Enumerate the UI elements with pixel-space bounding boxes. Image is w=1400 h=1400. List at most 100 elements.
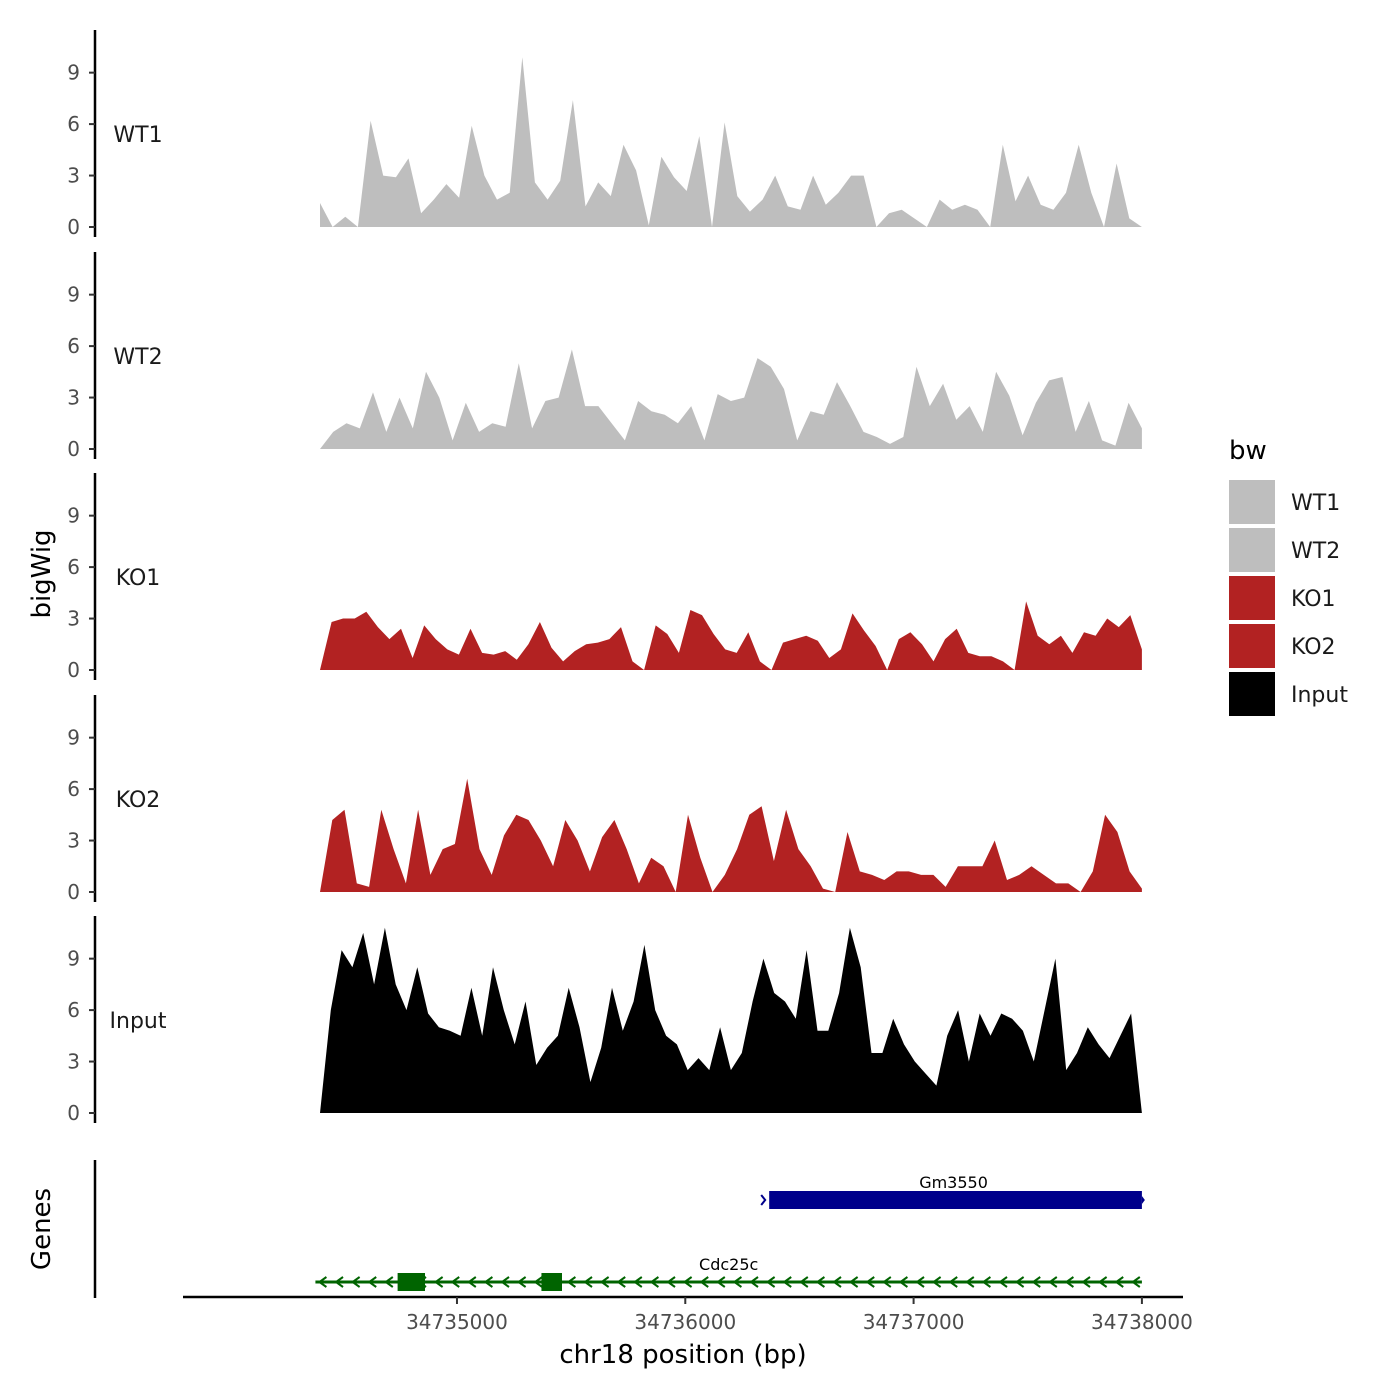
strand-arrow [1064,1276,1075,1288]
gene-track: Gm3550 Cdc25c [93,1160,1145,1298]
strand-arrow [583,1276,593,1288]
strand-arrow [915,1276,925,1288]
strand-arrow [384,1276,394,1288]
track-area-wt1 [320,57,1142,228]
strand-arrow [350,1276,361,1288]
track-label: WT2 [113,345,162,370]
track-label: KO1 [116,566,161,591]
track-label: KO2 [116,788,161,813]
strand-arrow [699,1276,709,1288]
strand-arrow [1114,1276,1124,1288]
legend-key-input [1229,672,1275,716]
y-tick-label: 3 [67,607,80,631]
legend-key-wt1 [1229,480,1275,524]
legend-label-wt1: WT1 [1291,491,1340,516]
legend-label-ko2: KO2 [1291,635,1336,660]
strand-arrow [732,1276,743,1288]
strand-arrow [516,1276,527,1288]
strand-arrow [533,1276,543,1288]
gene-exon [397,1273,426,1291]
strand-arrow [666,1276,676,1288]
track-wt2: 0 3 6 9 WT2 [67,252,1142,461]
track-ko1: 0 3 6 9 KO1 [67,473,1142,682]
legend-label-input: Input [1291,683,1348,708]
track-area-ko2 [320,778,1142,892]
strand-arrow [799,1276,809,1288]
x-tick-label: 34736000 [634,1310,736,1334]
track-wt1: 0 3 6 9 WT1 [67,30,1142,239]
gene-body [769,1191,1142,1209]
track-area-wt2 [320,349,1142,449]
y-tick-label: 6 [67,998,80,1022]
strand-arrow [760,1194,767,1206]
strand-arrow [981,1276,992,1288]
strand-arrow [948,1276,958,1288]
y-tick-label: 9 [67,504,80,528]
track-ko2: 0 3 6 9 KO2 [67,695,1142,904]
strand-arrow [716,1276,726,1288]
strand-arrow [317,1276,328,1288]
x-tick-label: 34737000 [863,1310,965,1334]
gene-label: Cdc25c [699,1255,758,1274]
y-tick-label: 0 [67,658,80,682]
y-tick-label: 6 [67,555,80,579]
y-tick-label: 3 [67,164,80,188]
y-axis-title: bigWig [27,529,57,618]
y-tick-label: 0 [67,880,80,904]
signal-tracks: 0 3 6 9 WT1 0 3 6 9 WT2 0 3 6 9 KO1 0 3 6 9 KO2 0 3 6 9 Input [67,30,1142,1125]
y-tick-label: 9 [67,726,80,750]
strand-arrow [566,1276,577,1288]
track-area-input [320,927,1142,1113]
y-tick-label: 3 [67,829,80,853]
legend-key-wt2 [1229,528,1275,572]
y-tick-label: 6 [67,777,80,801]
strand-arrow [334,1276,344,1288]
y-tick-label: 0 [67,215,80,239]
strand-arrow [616,1276,626,1288]
strand-arrow [998,1276,1008,1288]
gene-exon [541,1273,562,1291]
strand-arrow [1097,1276,1108,1288]
strand-arrow [467,1276,477,1288]
track-label: Input [110,1009,167,1034]
gene-label: Gm3550 [919,1173,988,1192]
x-tick-label: 34738000 [1091,1310,1193,1334]
strand-arrow [1141,1196,1145,1204]
strand-arrow [433,1276,444,1288]
y-tick-label: 0 [67,1101,80,1125]
strand-arrow [765,1276,776,1288]
legend-label-ko1: KO1 [1291,587,1336,612]
gene-cdc25c: Cdc25c [315,1255,1142,1291]
track-area-ko1 [320,601,1142,670]
strand-arrow [649,1276,660,1288]
legend-key-ko1 [1229,576,1275,620]
x-axis-title: chr18 position (bp) [559,1340,806,1370]
track-input: 0 3 6 9 Input [67,916,1142,1125]
y-tick-label: 0 [67,437,80,461]
strand-arrow [882,1276,892,1288]
strand-arrow [1048,1276,1058,1288]
strand-arrow [782,1276,792,1288]
strand-arrow [633,1276,643,1288]
strand-arrow [965,1276,975,1288]
strand-arrow [1131,1276,1141,1288]
strand-arrow [832,1276,842,1288]
y-tick-label: 6 [67,334,80,358]
strand-arrow [599,1276,610,1288]
x-tick-label: 34735000 [406,1310,508,1334]
strand-arrow [815,1276,826,1288]
y-tick-label: 9 [67,947,80,971]
strand-arrow [1031,1276,1041,1288]
y-tick-label: 6 [67,112,80,136]
legend: bw WT1 WT2 KO1 KO2 Input [1229,436,1348,716]
x-axis: 34735000 34736000 34737000 34738000 [183,1295,1193,1334]
legend-label-wt2: WT2 [1291,539,1340,564]
legend-title: bw [1229,436,1267,466]
y-tick-label: 9 [67,61,80,85]
strand-arrow [749,1276,759,1288]
gene-gm3550: Gm3550 [760,1173,1145,1209]
y-tick-label: 9 [67,283,80,307]
strand-arrow [500,1276,510,1288]
y-tick-label: 3 [67,1050,80,1074]
